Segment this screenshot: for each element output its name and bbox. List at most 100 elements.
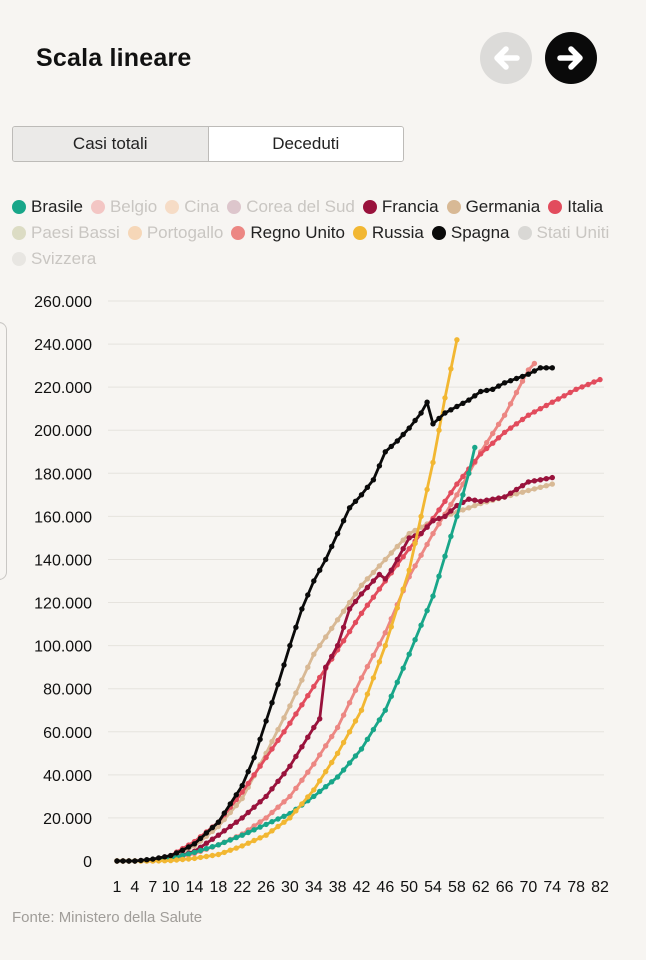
data-point-spagna	[442, 410, 448, 416]
data-point-germania	[323, 634, 329, 640]
legend-item-belgio[interactable]: Belgio	[90, 196, 157, 217]
data-point-brasile	[340, 767, 347, 773]
data-point-regno-unito	[251, 823, 257, 829]
data-point-francia	[245, 809, 251, 816]
data-point-germania	[311, 651, 317, 657]
legend-item-svizzera[interactable]: Svizzera	[12, 248, 96, 269]
legend-item-brasile[interactable]: Brasile	[12, 196, 83, 217]
data-point-germania	[299, 677, 305, 683]
legend-item-corea-del-sud[interactable]: Corea del Sud	[227, 196, 355, 217]
legend-item-stati-uniti[interactable]: Stati Uniti	[517, 222, 609, 243]
legend-dot	[227, 199, 242, 214]
legend-item-regno-unito[interactable]: Regno Unito	[231, 222, 345, 243]
data-point-russia	[162, 858, 168, 864]
x-tick-label: 46	[376, 879, 394, 896]
data-point-germania	[460, 507, 466, 513]
data-point-francia	[221, 828, 227, 834]
data-point-italia	[436, 507, 442, 513]
data-point-spagna	[275, 681, 281, 688]
data-point-regno-unito	[323, 743, 329, 749]
data-point-italia	[555, 396, 561, 402]
data-point-francia	[376, 571, 383, 578]
tab-deceduti[interactable]: Deceduti	[208, 127, 403, 161]
legend-item-russia[interactable]: Russia	[352, 222, 424, 243]
x-tick-label: 74	[543, 879, 561, 896]
data-point-francia	[364, 584, 371, 591]
data-point-spagna	[430, 421, 436, 427]
y-tick-label: 200.000	[34, 423, 92, 440]
data-point-spagna	[269, 700, 275, 706]
data-point-spagna	[173, 850, 180, 856]
data-point-russia	[323, 768, 329, 775]
y-tick-label: 0	[83, 854, 92, 871]
x-tick-label: 14	[186, 879, 204, 896]
data-point-spagna	[299, 606, 305, 612]
data-point-spagna	[472, 393, 478, 399]
data-point-italia	[376, 586, 383, 592]
legend-item-germania[interactable]: Germania	[446, 196, 541, 217]
data-point-spagna	[412, 417, 418, 424]
x-tick-label: 1	[113, 879, 122, 896]
legend-label: Germania	[465, 197, 541, 216]
data-point-regno-unito	[370, 652, 377, 658]
data-point-russia	[352, 718, 359, 724]
data-point-brasile	[263, 821, 269, 828]
data-point-francia	[358, 591, 365, 597]
legend-item-portogallo[interactable]: Portogallo	[127, 222, 223, 243]
data-point-regno-unito	[513, 389, 520, 396]
data-point-brasile	[227, 837, 233, 843]
data-point-francia	[305, 734, 311, 740]
next-button[interactable]	[545, 32, 597, 84]
data-point-brasile	[203, 845, 210, 852]
tab-casi-totali[interactable]: Casi totali	[13, 127, 209, 161]
data-point-brasile	[275, 816, 281, 822]
data-point-italia	[400, 554, 406, 560]
data-point-spagna	[221, 810, 227, 816]
data-point-francia	[263, 793, 269, 800]
data-point-spagna	[340, 518, 347, 524]
data-point-brasile	[388, 693, 394, 699]
x-tick-label: 18	[209, 879, 227, 896]
data-point-regno-unito	[305, 769, 311, 775]
data-point-italia	[364, 602, 371, 608]
data-point-russia	[376, 659, 383, 665]
data-point-russia	[239, 843, 245, 849]
data-point-italia	[460, 473, 466, 480]
data-point-spagna	[382, 449, 388, 455]
x-tick-label: 78	[567, 879, 585, 896]
legend-label: Italia	[567, 197, 604, 216]
data-point-regno-unito	[317, 752, 323, 758]
legend-item-paesi-bassi[interactable]: Paesi Bassi	[12, 222, 120, 243]
data-point-brasile	[412, 637, 418, 643]
data-point-italia	[495, 435, 502, 441]
legend-item-spagna[interactable]: Spagna	[431, 222, 510, 243]
data-point-russia	[287, 815, 293, 821]
data-point-italia	[484, 445, 490, 452]
data-point-regno-unito	[484, 439, 490, 446]
data-point-russia	[227, 847, 233, 853]
data-point-italia	[501, 429, 508, 436]
data-point-russia	[346, 729, 353, 735]
x-tick-label: 70	[520, 879, 538, 896]
y-tick-label: 80.000	[43, 682, 92, 699]
data-point-germania	[287, 703, 293, 709]
prev-button[interactable]	[480, 32, 532, 84]
legend-item-italia[interactable]: Italia	[548, 196, 603, 217]
y-tick-label: 220.000	[34, 380, 92, 397]
data-point-francia	[406, 535, 412, 541]
data-point-brasile	[394, 679, 400, 685]
data-point-regno-unito	[418, 552, 424, 558]
data-point-italia	[597, 376, 603, 383]
data-point-spagna	[388, 443, 394, 450]
data-point-brasile	[209, 844, 216, 850]
data-point-spagna	[293, 624, 299, 630]
legend-item-cina[interactable]: Cina	[165, 196, 219, 217]
data-point-russia	[233, 845, 239, 851]
arrow-right-icon	[557, 46, 583, 70]
data-point-regno-unito	[376, 641, 383, 647]
data-point-brasile	[185, 851, 192, 857]
data-point-francia	[251, 804, 257, 810]
data-point-germania	[305, 664, 311, 670]
legend-item-francia[interactable]: Francia	[362, 196, 439, 217]
data-point-italia	[287, 720, 293, 726]
